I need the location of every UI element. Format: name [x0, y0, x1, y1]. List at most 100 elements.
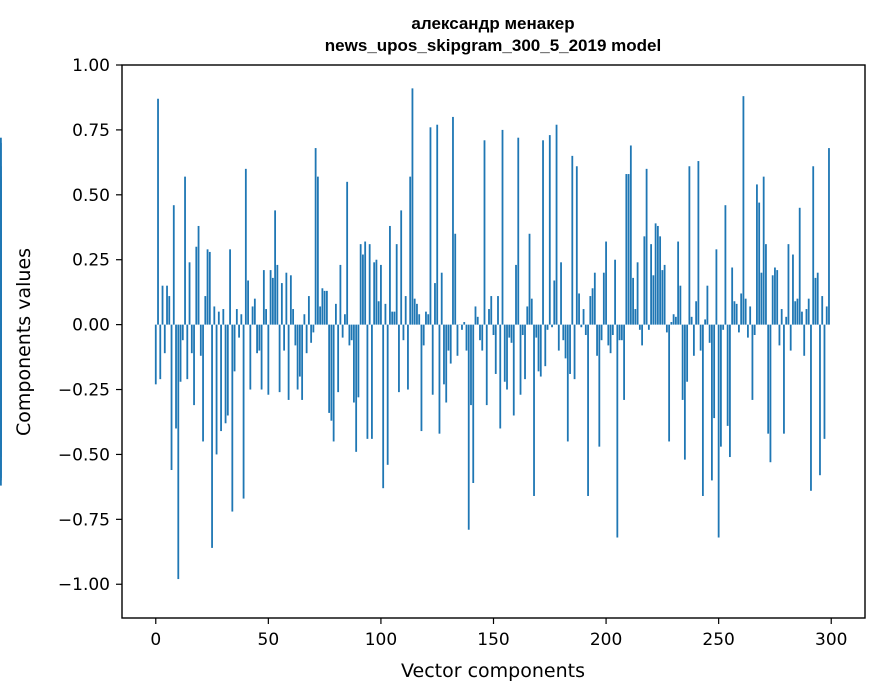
y-tick-label: −0.75	[58, 510, 110, 530]
bar-271	[765, 244, 767, 325]
bar-74	[321, 288, 324, 325]
bar-180	[560, 262, 562, 325]
bar-90	[357, 324, 360, 398]
bar-89	[355, 324, 358, 452]
bar-93	[364, 241, 367, 325]
bar-97	[373, 262, 376, 325]
bar-237	[688, 166, 691, 325]
bar-15	[188, 262, 191, 325]
bar-278	[780, 309, 783, 325]
bar-17	[193, 324, 195, 406]
bar-144	[479, 324, 481, 341]
bar-28	[217, 311, 220, 325]
bar-111	[404, 296, 407, 325]
y-tick-label: 0.50	[72, 186, 110, 206]
bar-270	[762, 176, 765, 325]
bar-198	[600, 324, 603, 341]
bar-220	[650, 244, 653, 325]
bar-107	[395, 244, 398, 325]
bar-249	[715, 249, 718, 325]
bar-134	[456, 324, 459, 356]
bar-149	[490, 296, 493, 325]
bar-161	[517, 137, 520, 325]
bar-7	[170, 324, 173, 471]
bar-59	[287, 324, 290, 400]
bar-104	[389, 225, 391, 325]
bar-137	[463, 322, 466, 325]
bar-143	[476, 316, 479, 325]
bar-197	[598, 324, 601, 447]
chart-subtitle: news_upos_skipgram_300_5_2019 model	[325, 36, 661, 55]
bar-38	[240, 314, 243, 325]
bar-210	[627, 174, 630, 325]
bar-120	[425, 311, 427, 325]
bar-123	[431, 324, 434, 395]
bar-146	[483, 140, 486, 325]
bar-3	[161, 285, 164, 325]
bar-296	[821, 296, 824, 325]
bar-108	[398, 324, 400, 393]
bar-29	[220, 324, 222, 432]
bar-1	[157, 98, 159, 325]
bar-203	[611, 324, 614, 336]
bar-260	[740, 293, 743, 325]
bar-91	[359, 244, 362, 325]
bar-251	[720, 324, 722, 447]
bar-280	[785, 316, 788, 325]
bar-167	[530, 298, 533, 325]
bar-14	[186, 324, 189, 380]
bar-216	[641, 324, 644, 346]
bar-263	[747, 324, 749, 338]
bar-19	[197, 225, 200, 325]
bar-128	[443, 324, 445, 385]
y-tick-label: −1.00	[58, 575, 110, 595]
bar-275	[774, 267, 776, 325]
bar-56	[280, 283, 283, 325]
bar-277	[778, 324, 781, 346]
bar-252	[722, 324, 725, 330]
bar-6	[168, 296, 171, 325]
bar-139	[467, 324, 470, 530]
bar-129	[445, 324, 448, 403]
bar-150	[492, 324, 495, 336]
bar-279	[783, 324, 785, 434]
bar-100	[380, 264, 382, 325]
bar-211	[629, 145, 632, 325]
bar-87	[350, 324, 353, 341]
bar-159	[512, 324, 515, 416]
bar-222	[654, 223, 657, 325]
bar-18	[195, 246, 198, 325]
bar-88	[353, 324, 355, 403]
bar-82	[339, 264, 342, 325]
bar-73	[319, 306, 322, 325]
bar-209	[625, 174, 628, 325]
bar-60	[289, 275, 292, 325]
bar-156	[506, 324, 508, 390]
bar-39	[242, 324, 245, 499]
bar-233	[679, 285, 682, 325]
bar-138	[465, 324, 468, 351]
bar-103	[386, 324, 389, 465]
bar-61	[292, 309, 295, 325]
bar-230	[672, 314, 675, 325]
bar-130	[447, 324, 450, 351]
bar-213	[634, 309, 637, 325]
bar-219	[647, 324, 650, 330]
bar-245	[706, 285, 709, 325]
bar-165	[526, 306, 529, 325]
y-tick-label: −0.50	[58, 445, 110, 465]
bar-295	[819, 324, 821, 476]
bar-27	[215, 324, 218, 455]
bar-49	[265, 309, 267, 325]
bar-54	[276, 264, 279, 325]
y-axis-label: Components values	[13, 248, 35, 436]
bar-undefined	[0, 179, 2, 325]
bar-256	[731, 267, 734, 325]
bar-114	[411, 88, 414, 325]
bar-173	[544, 324, 547, 367]
bar-51	[269, 270, 272, 325]
bar-289	[805, 309, 808, 325]
bar-68	[307, 296, 310, 325]
bar-206	[618, 324, 621, 341]
